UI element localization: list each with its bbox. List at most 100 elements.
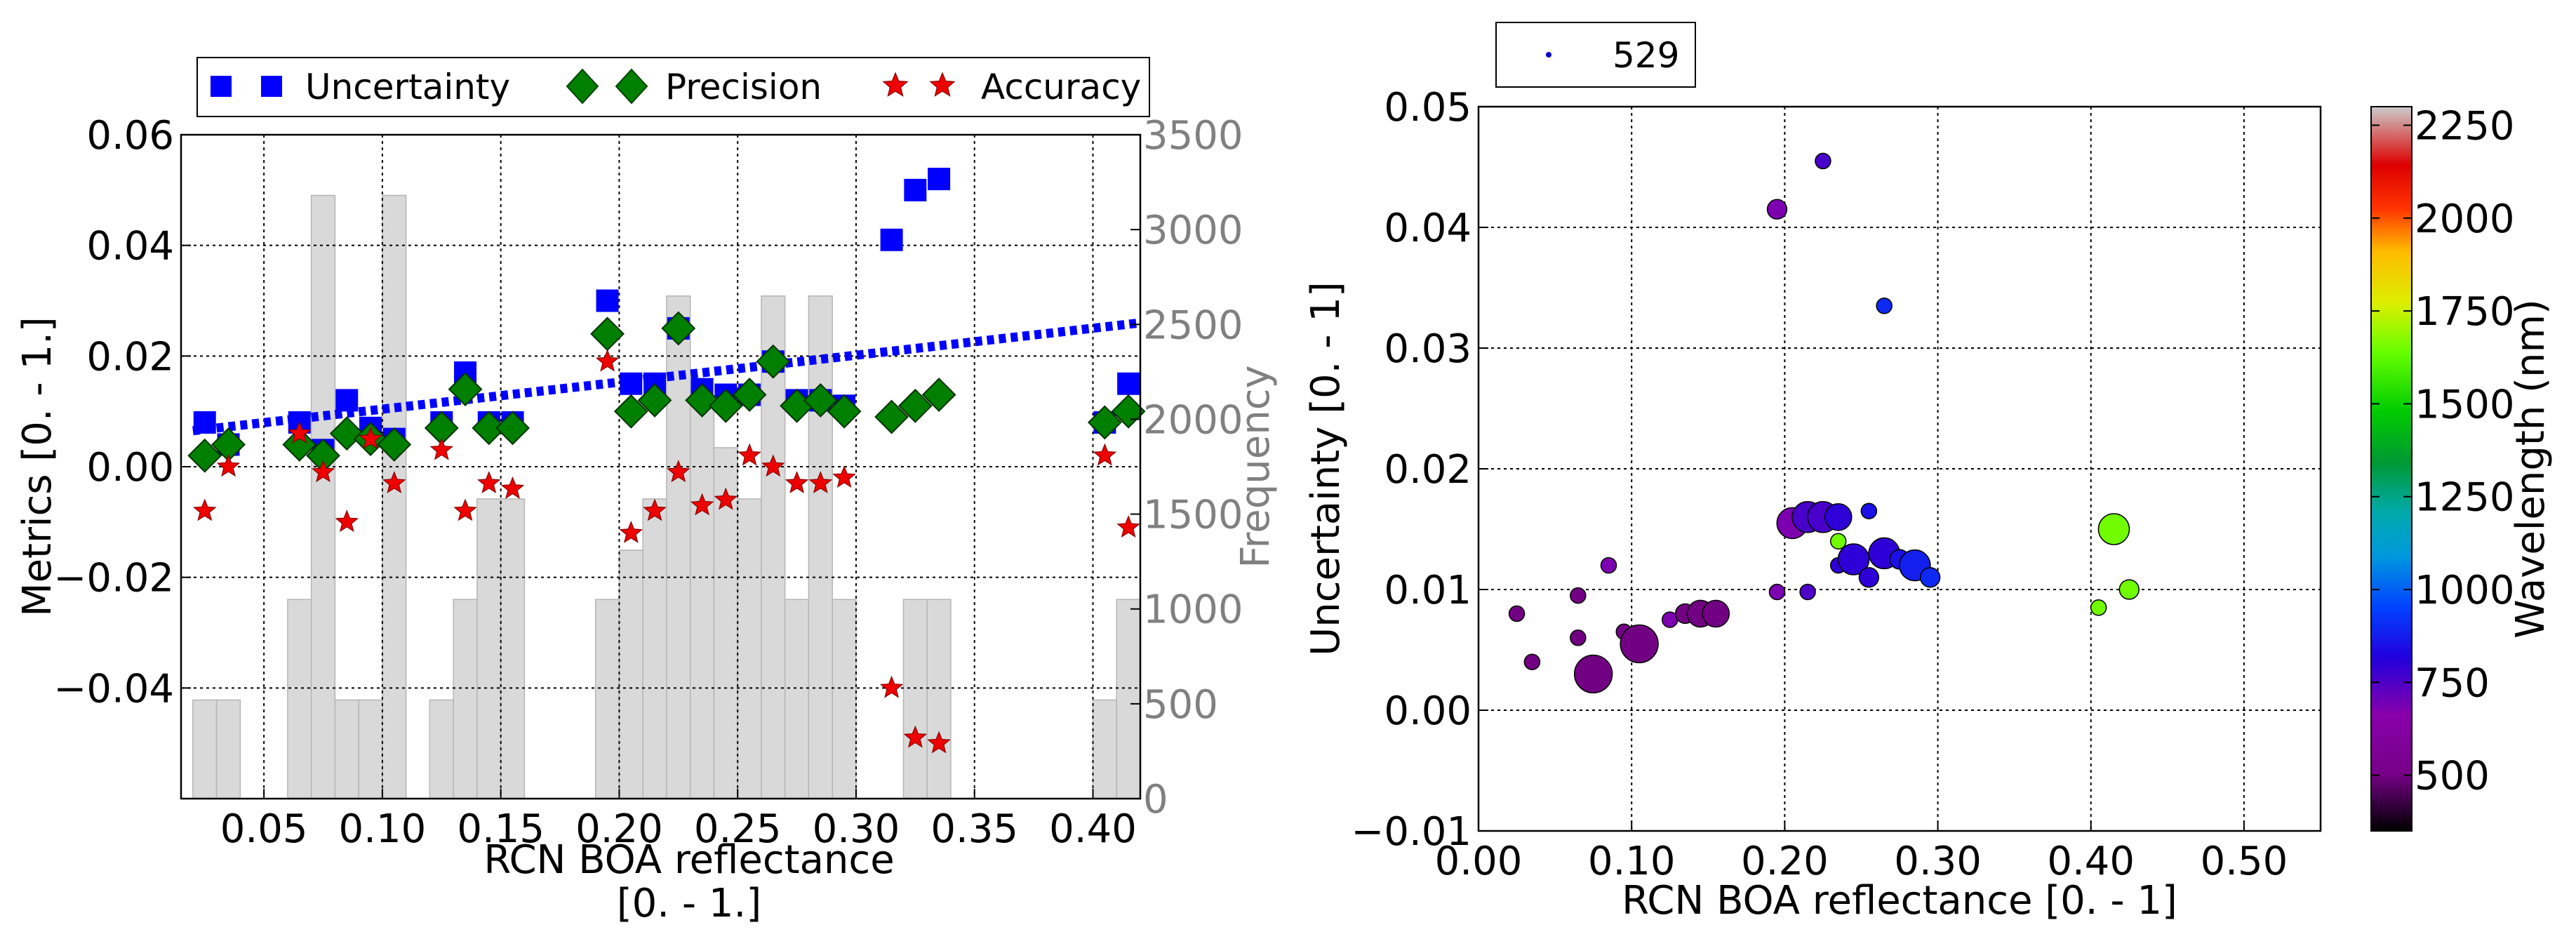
- uncertainty-point: [335, 389, 359, 412]
- scatter-point: [1768, 583, 1786, 601]
- precision-point: [1087, 405, 1122, 440]
- frequency-bar: [902, 599, 928, 799]
- precision-point: [282, 427, 317, 462]
- accuracy-point: [619, 520, 643, 543]
- frequency-bar: [215, 699, 241, 799]
- y-tick-label: 0.03: [1384, 326, 1471, 372]
- y2-tick-label: 2500: [1143, 302, 1243, 348]
- frequency-bar: [737, 498, 762, 799]
- accuracy-point: [738, 443, 761, 466]
- frequency-bar: [689, 396, 715, 799]
- accuracy-point: [643, 498, 667, 521]
- accuracy-point: [287, 421, 312, 444]
- accuracy-point: [335, 510, 359, 533]
- uncertainty-point: [1117, 372, 1140, 395]
- uncertainty-point: [596, 289, 619, 312]
- legend-precision-label: Precision: [665, 67, 822, 107]
- accuracy-point: [595, 349, 620, 372]
- precision-point: [495, 411, 530, 446]
- accuracy-point: [1116, 515, 1140, 538]
- precision-point: [897, 388, 933, 423]
- y-tick-label: 0.04: [86, 224, 174, 269]
- right-xlabel: RCN BOA reflectance [0. - 1]: [1622, 878, 2177, 924]
- left-markers: [187, 168, 1146, 754]
- accuracy-point: [453, 498, 477, 521]
- accuracy-point: [359, 426, 382, 449]
- x-tick-label: 0.00: [1435, 839, 1523, 884]
- frequency-bars: [192, 194, 1141, 799]
- scatter-point: [1573, 654, 1613, 694]
- frequency-bar: [453, 599, 478, 799]
- y-tick-label: 0.01: [1384, 568, 1471, 613]
- y2-tick-label: 0: [1143, 777, 1168, 823]
- y-tick-label: 0.04: [1384, 206, 1471, 251]
- scatter-point: [1600, 557, 1617, 574]
- frequency-bar: [832, 599, 857, 799]
- colorbar: 2250 2000 1750 1500 1250 1000 750 500 Wavelengt…: [2370, 103, 2554, 832]
- x-tick-label: 0.15: [457, 806, 545, 852]
- accuracy-point: [903, 725, 928, 748]
- frequency-bar: [618, 550, 643, 799]
- colorbar-tick-label: 1500: [2415, 382, 2515, 427]
- left-chart: 0.05 0.10 0.15 0.20 0.25 0.30 0.35 0.40 0.060.0…: [15, 57, 1279, 926]
- right-points: [1508, 152, 2140, 694]
- x-tick-label: 0.10: [339, 806, 427, 852]
- legend-diamond-marker: [566, 68, 599, 105]
- precision-point: [377, 427, 412, 462]
- frequency-bar: [500, 498, 526, 799]
- left-ylabel: Metrics [0. - 1.]: [15, 317, 60, 616]
- frequency-bar: [358, 699, 383, 799]
- colorbar-tick-label: 2000: [2415, 197, 2515, 242]
- right-x-ticks: 0.00 0.10 0.20 0.30 0.40 0.50: [1435, 821, 2288, 884]
- accuracy-point: [667, 460, 690, 483]
- accuracy-point: [832, 465, 856, 488]
- y-tick-label: 0.02: [1384, 447, 1471, 493]
- precision-point: [756, 344, 791, 379]
- x-tick-label: 0.40: [1049, 806, 1137, 852]
- x-tick-label: 0.20: [1741, 839, 1829, 884]
- accuracy-point: [1093, 443, 1117, 466]
- right-chart: 0.00 0.10 0.20 0.30 0.40 0.50 0.050.040.030.0…: [1303, 22, 2554, 924]
- scatter-point: [1570, 630, 1587, 646]
- x-tick-label: 0.40: [2047, 839, 2135, 884]
- scatter-point: [1523, 653, 1541, 670]
- precision-point: [874, 399, 909, 434]
- x-tick-label: 0.25: [694, 806, 782, 852]
- precision-point: [732, 378, 767, 412]
- frequency-bar: [926, 599, 952, 799]
- precision-point: [329, 416, 364, 451]
- scatter-point: [1858, 567, 1880, 588]
- frequency-bar: [192, 699, 218, 799]
- right-grid: [1478, 106, 2321, 832]
- x-tick-label: 0.50: [2201, 839, 2288, 884]
- uncertainty-point: [928, 168, 951, 191]
- accuracy-point: [714, 487, 738, 510]
- scatter-point: [1702, 599, 1730, 628]
- left-y2-ticks: 3500 3000 2500 2000 1500 1000 500 0: [1130, 113, 1243, 823]
- colorbar-tick-label: 1750: [2415, 289, 2515, 335]
- legend-uncertainty-label: Uncertainty: [305, 67, 510, 107]
- scatter-point: [1508, 605, 1526, 622]
- frequency-bar: [784, 599, 810, 799]
- frequency-bar: [310, 194, 336, 799]
- frequency-bar: [287, 599, 312, 799]
- right-ylabel: Uncertainty [0. - 1]: [1303, 281, 1349, 656]
- scatter-point: [2118, 579, 2140, 600]
- uncertainty-point: [620, 372, 643, 395]
- trendline: [192, 318, 1141, 436]
- x-tick-label: 0.30: [1894, 839, 1982, 884]
- y-tick-label: −0.04: [53, 666, 174, 712]
- scatter-point: [1824, 502, 1853, 531]
- accuracy-point: [879, 675, 904, 698]
- colorbar-tick-label: 1000: [2415, 568, 2515, 613]
- x-tick-label: 0.30: [813, 806, 900, 852]
- frequency-bar: [382, 194, 407, 799]
- y2-tick-label: 3000: [1143, 208, 1243, 253]
- trendline-segment: [192, 318, 1141, 436]
- left-y2label: Frequency: [1233, 365, 1279, 568]
- frequency-bar: [1092, 699, 1117, 799]
- uncertainty-point: [904, 178, 927, 201]
- accuracy-point: [761, 454, 785, 477]
- frequency-bar: [429, 699, 454, 799]
